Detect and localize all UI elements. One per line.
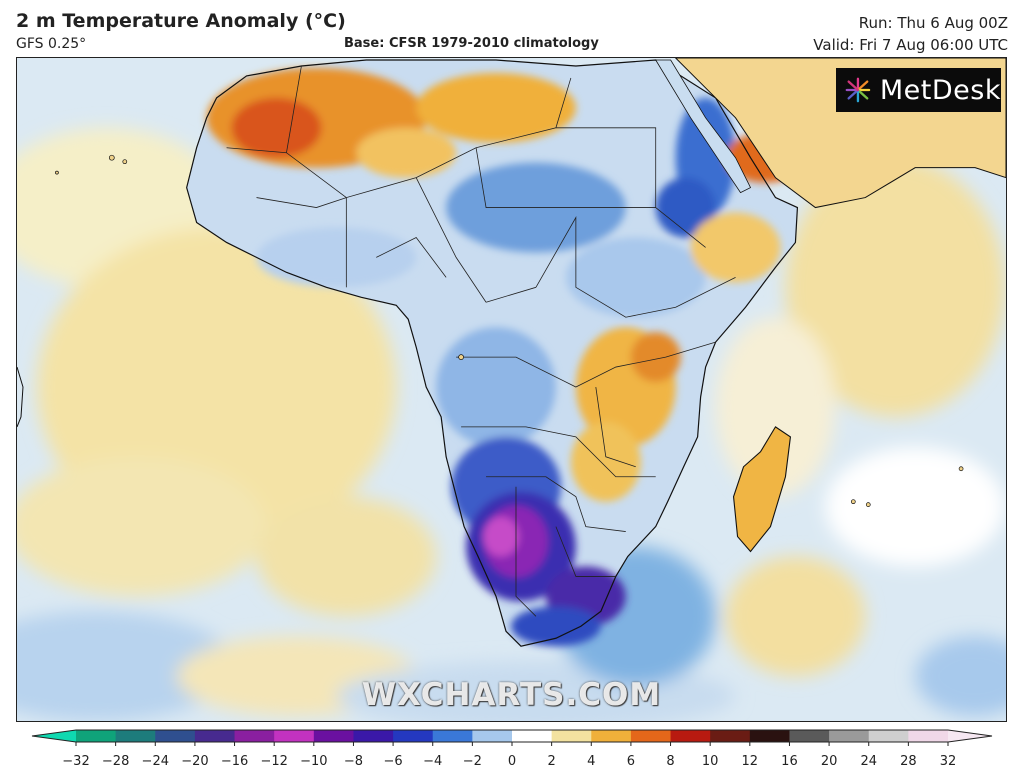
colorbar-tick-label: 24 xyxy=(860,754,877,769)
colorbar-segment xyxy=(393,730,434,742)
colorbar-segment xyxy=(472,730,513,742)
colorbar-tick-label: −4 xyxy=(423,754,442,769)
madagascar xyxy=(732,426,792,553)
colorbar-segment xyxy=(194,730,236,742)
colorbar-segment xyxy=(512,730,553,742)
anomaly-map[interactable]: MetDesk WXCHARTS.COM xyxy=(16,57,1007,722)
colorbar-tick-label: −10 xyxy=(300,754,327,769)
colorbar-tick-label: −2 xyxy=(463,754,482,769)
colorbar-tick-label: 12 xyxy=(742,754,759,769)
run-time-label: Run: Thu 6 Aug 00Z xyxy=(858,14,1008,32)
colorbar-tick-label: 4 xyxy=(587,754,595,769)
colorbar-segment xyxy=(591,730,632,742)
africa-coastline xyxy=(186,59,799,647)
colorbar-tick-label: 28 xyxy=(900,754,917,769)
country-borders xyxy=(226,65,736,617)
south-america-edge xyxy=(17,366,24,428)
colorbar-tick-label: −6 xyxy=(384,754,403,769)
colorbar-segment xyxy=(749,730,790,742)
climatology-base-label: Base: CFSR 1979-2010 climatology xyxy=(344,36,599,51)
colorbar-tick-label: 0 xyxy=(508,754,516,769)
colorbar-segment xyxy=(115,730,156,742)
colorbar-tick-label: −24 xyxy=(142,754,169,769)
map-canvas xyxy=(17,58,1006,721)
red-sea xyxy=(655,59,752,194)
colorbar-segment xyxy=(710,730,751,742)
colorbar-tick-label: −12 xyxy=(260,754,287,769)
colorbar-segments xyxy=(31,729,993,743)
colorbar-segment xyxy=(353,730,394,742)
colorbar-tick-label: −8 xyxy=(344,754,363,769)
metdesk-sunburst-icon xyxy=(845,77,871,103)
colorbar-tick-label: 16 xyxy=(781,754,798,769)
colorbar-tick-label: −16 xyxy=(221,754,248,769)
colorbar-tick-label: 2 xyxy=(547,754,555,769)
colorbar-segment xyxy=(789,730,830,742)
colorbar-segment xyxy=(234,730,275,742)
colorbar-segment xyxy=(670,730,711,742)
colorbar-segment xyxy=(76,730,117,742)
colorbar-tick-label: 20 xyxy=(821,754,838,769)
map-title: 2 m Temperature Anomaly (°C) xyxy=(16,10,346,32)
ocean-anomaly-field xyxy=(17,127,1006,721)
colorbar-tick-label: 32 xyxy=(940,754,957,769)
colorbar-high-arrow xyxy=(948,730,992,742)
colorbar-segment xyxy=(868,730,909,742)
colorbar-tick-label: −28 xyxy=(102,754,129,769)
colorbar: −32 −28 −24 −20 −16 −12 −10 −8 −6 −4 −2 0 2 4 6 8 10 12 16… xyxy=(31,729,993,769)
valid-time-label: Valid: Fri 7 Aug 06:00 UTC xyxy=(813,36,1008,54)
colorbar-segment xyxy=(551,730,592,742)
colorbar-tick-label: 6 xyxy=(627,754,635,769)
metdesk-logo: MetDesk xyxy=(836,68,1001,112)
colorbar-segment xyxy=(313,730,354,742)
model-label: GFS 0.25° xyxy=(16,36,87,52)
colorbar-tick-label: 8 xyxy=(666,754,674,769)
colorbar-segment xyxy=(155,730,196,742)
metdesk-logo-text: MetDesk xyxy=(879,74,1001,106)
colorbar-segment xyxy=(630,730,672,742)
islands xyxy=(55,154,964,507)
colorbar-segment xyxy=(908,730,949,742)
colorbar-tick-label: 10 xyxy=(702,754,719,769)
colorbar-segment xyxy=(274,730,315,742)
wxcharts-watermark: WXCHARTS.COM xyxy=(361,677,662,713)
colorbar-ticks: −32 −28 −24 −20 −16 −12 −10 −8 −6 −4 −2 0 2 4 6 8 10 12 16… xyxy=(62,742,956,769)
colorbar-low-arrow xyxy=(32,730,76,742)
colorbar-segment xyxy=(432,730,473,742)
colorbar-tick-label: −20 xyxy=(181,754,208,769)
colorbar-tick-label: −32 xyxy=(62,754,89,769)
colorbar-segment xyxy=(829,730,870,742)
